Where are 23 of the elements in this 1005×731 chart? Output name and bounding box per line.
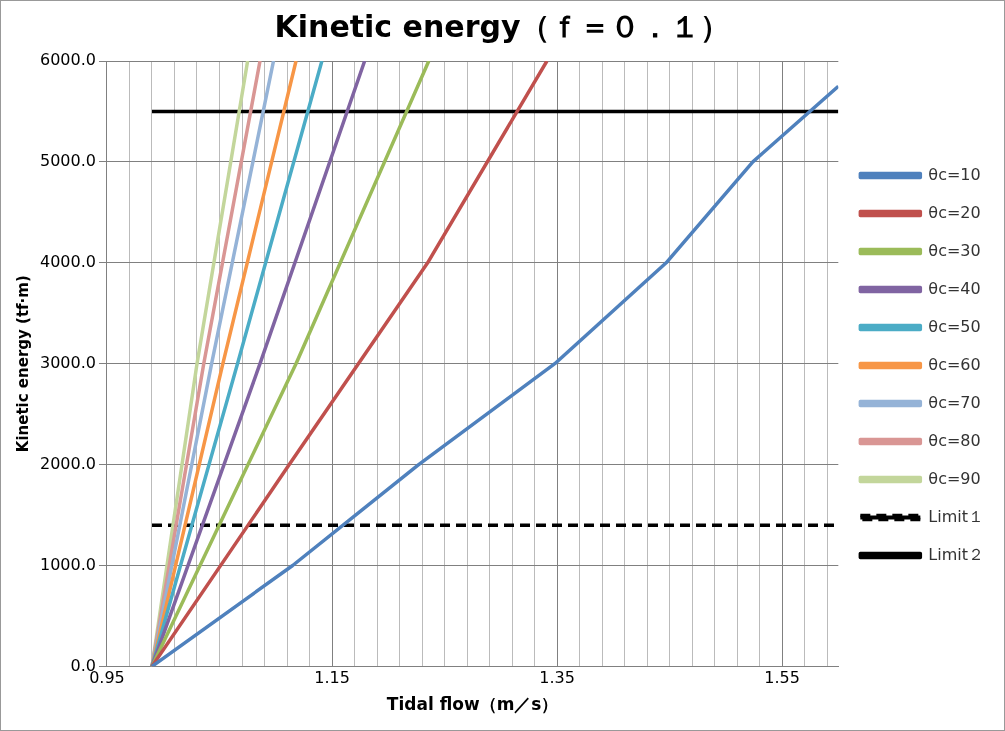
- y-tick-label: 1000.0: [40, 554, 96, 574]
- y-tick-label: 6000.0: [40, 50, 96, 70]
- legend-label: θc=80: [928, 430, 981, 450]
- chart-title: Kinetic energy（ｆ＝０．１）: [274, 8, 731, 44]
- legend-label: θc=50: [928, 316, 981, 336]
- y-tick-label: 4000.0: [40, 251, 96, 271]
- y-tick-label: 5000.0: [40, 151, 96, 171]
- legend-label: Limit１: [928, 506, 985, 526]
- legend-label: θc=90: [928, 468, 981, 488]
- legend-label: θc=40: [928, 278, 981, 298]
- y-tick-label: 3000.0: [40, 352, 96, 372]
- y-tick-label: 2000.0: [40, 453, 96, 473]
- x-axis-title: Tidal flow（m／s）: [386, 694, 559, 715]
- x-tick-label: 1.55: [764, 668, 800, 688]
- x-tick-label: 1.15: [314, 668, 350, 688]
- y-axis-title: Kinetic energy (tf·m): [13, 275, 32, 453]
- legend-label: Limit２: [928, 544, 985, 564]
- x-tick-label: 1.35: [539, 668, 575, 688]
- legend-label: θc=60: [928, 354, 981, 374]
- legend-label: θc=70: [928, 392, 981, 412]
- legend-label: θc=30: [928, 240, 981, 260]
- legend-label: θc=20: [928, 202, 981, 222]
- legend-label: θc=10: [928, 164, 981, 184]
